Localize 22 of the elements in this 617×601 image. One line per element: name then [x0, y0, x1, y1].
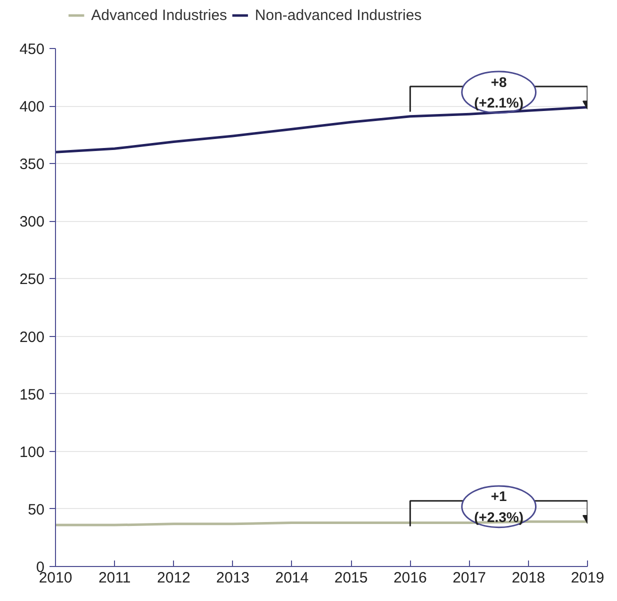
annotation: +8 (+2.1%) — [474, 74, 524, 111]
x-tick-label: 2013 — [216, 570, 250, 586]
y-tick-label: 350 — [19, 156, 45, 174]
y-tick-label: 100 — [19, 444, 45, 461]
x-tick-label: 2019 — [570, 570, 604, 586]
y-tick-label: 200 — [19, 328, 45, 346]
y-tick-label: 250 — [19, 271, 45, 288]
y-tick-label: 50 — [28, 501, 45, 518]
legend-label: Advanced Industries — [91, 7, 228, 24]
y-tick-label: 150 — [19, 386, 45, 404]
x-tick-label: 2018 — [512, 570, 546, 586]
x-tick-label: 2012 — [157, 570, 190, 586]
x-tick-label: 2017 — [452, 570, 486, 586]
y-tick-label: 300 — [19, 214, 45, 231]
legend-label: Non-advanced Industries — [254, 7, 422, 24]
x-tick-label: 2011 — [98, 570, 131, 586]
y-tick-label: 450 — [19, 41, 45, 58]
x-tick-label: 2014 — [275, 570, 309, 586]
y-tick-label: 400 — [19, 98, 45, 116]
annotation: +1 (+2.3%) — [474, 488, 524, 526]
x-tick-label: 2015 — [334, 570, 368, 586]
x-tick-label: 2016 — [393, 570, 427, 586]
